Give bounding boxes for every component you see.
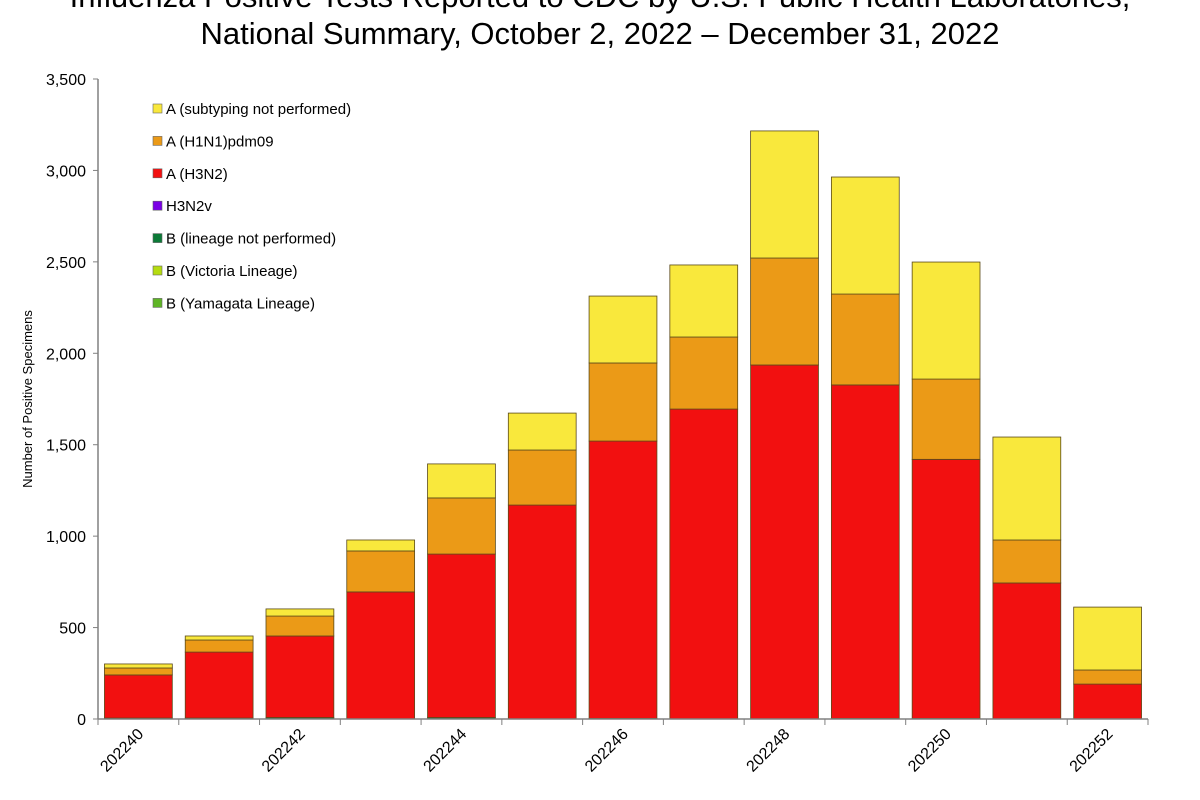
bar-202243 xyxy=(346,539,416,720)
y-axis-label: Number of Positive Specimens xyxy=(20,310,35,488)
bar-segment xyxy=(750,257,819,366)
bar-segment xyxy=(830,293,900,386)
bar-segment xyxy=(588,440,658,719)
legend-swatch xyxy=(152,298,163,308)
bar-segment xyxy=(669,264,739,338)
legend-item: H3N2v xyxy=(152,198,212,215)
bar-segment xyxy=(346,591,416,720)
chart-subtitle: National Summary, October 2, 2022 – Dece… xyxy=(200,16,1000,51)
bar-202246 xyxy=(588,295,658,720)
bar-segment xyxy=(427,553,496,718)
legend-item: A (H1N1)pdm09 xyxy=(152,133,274,150)
bar-202242 xyxy=(265,608,335,720)
bar-202249 xyxy=(830,176,900,720)
bar-segment xyxy=(184,651,254,719)
bar-segment xyxy=(346,539,416,552)
bar-segment xyxy=(992,436,1062,541)
legend-swatch xyxy=(152,136,163,146)
bar-segment xyxy=(1073,683,1142,720)
x-tick-label: 202246 xyxy=(582,726,632,776)
bar-segment xyxy=(911,261,981,380)
bar-segment xyxy=(992,582,1062,720)
legend-item: A (subtyping not performed) xyxy=(152,101,351,118)
chart-title: Influenza Positive Tests Reported to CDC… xyxy=(0,0,1200,15)
y-tick-label: 0 xyxy=(77,712,86,729)
legend-item: B (lineage not performed) xyxy=(152,231,336,248)
legend-swatch xyxy=(152,103,163,114)
y-tick-label: 2,500 xyxy=(46,255,86,272)
bar-segment xyxy=(669,408,739,720)
bar-segment xyxy=(346,550,416,593)
bar-segment xyxy=(588,362,658,442)
bar-segment xyxy=(265,635,335,718)
bar-segment xyxy=(588,295,658,364)
legend: A (subtyping not performed) A (H1N1)pdm09… xyxy=(152,101,351,312)
bar-202247 xyxy=(669,264,739,720)
legend-item: B (Victoria Lineage) xyxy=(152,263,297,280)
bar-segment xyxy=(507,504,577,720)
bar-202244 xyxy=(427,463,496,720)
bar-segment xyxy=(265,608,335,617)
bar-segment xyxy=(184,635,254,641)
legend-swatch xyxy=(152,265,163,276)
bar-segment xyxy=(104,663,173,669)
y-tick-label: 2,000 xyxy=(46,346,86,363)
bar-segment xyxy=(911,378,981,460)
bars-layer xyxy=(104,130,1142,720)
bar-segment xyxy=(427,463,496,499)
bar-segment xyxy=(507,412,577,451)
bar-202250 xyxy=(911,261,981,720)
legend-label: B (lineage not performed) xyxy=(166,231,336,248)
y-tick-label: 3,000 xyxy=(46,163,86,180)
y-tick-label: 1,500 xyxy=(46,438,86,455)
bar-202245 xyxy=(507,412,577,720)
legend-item: B (Yamagata Lineage) xyxy=(152,295,315,312)
legend-swatch xyxy=(152,200,163,211)
bar-segment xyxy=(830,384,900,719)
bar-segment xyxy=(104,674,173,719)
bar-segment xyxy=(184,639,254,653)
legend-swatch xyxy=(152,168,163,179)
bar-segment xyxy=(265,615,335,637)
x-tick-label: 202240 xyxy=(97,726,147,776)
bar-segment xyxy=(427,497,496,555)
bar-segment xyxy=(1073,606,1142,671)
x-tick-label: 202244 xyxy=(421,726,471,776)
bar-segment xyxy=(1073,669,1142,685)
bar-202251 xyxy=(992,436,1062,720)
bar-202241 xyxy=(184,635,254,720)
y-tick-label: 1,000 xyxy=(46,529,86,546)
bar-segment xyxy=(911,458,981,719)
legend-item: A (H3N2) xyxy=(152,166,228,183)
bar-segment xyxy=(750,130,819,259)
bar-segment xyxy=(830,176,900,295)
bar-segment xyxy=(992,539,1062,584)
x-tick-label: 202248 xyxy=(744,726,794,776)
legend-label: B (Victoria Lineage) xyxy=(166,263,297,280)
bar-segment xyxy=(507,449,577,506)
x-tick-label: 202242 xyxy=(259,726,309,776)
bar-segment xyxy=(104,667,173,676)
legend-label: A (subtyping not performed) xyxy=(166,101,351,118)
x-tick-label: 202252 xyxy=(1067,726,1117,776)
legend-swatch xyxy=(152,233,163,243)
bar-202248 xyxy=(750,130,819,720)
bar-202240 xyxy=(104,663,173,720)
legend-label: A (H3N2) xyxy=(166,166,228,183)
bar-202252 xyxy=(1073,606,1142,720)
x-tick-label: 202250 xyxy=(905,726,955,776)
bar-segment xyxy=(750,364,819,720)
y-tick-label: 500 xyxy=(59,621,86,638)
legend-label: H3N2v xyxy=(166,198,212,215)
legend-label: A (H1N1)pdm09 xyxy=(166,133,274,150)
bar-segment xyxy=(669,336,739,410)
legend-label: B (Yamagata Lineage) xyxy=(166,295,315,312)
y-tick-label: 3,500 xyxy=(46,72,86,89)
